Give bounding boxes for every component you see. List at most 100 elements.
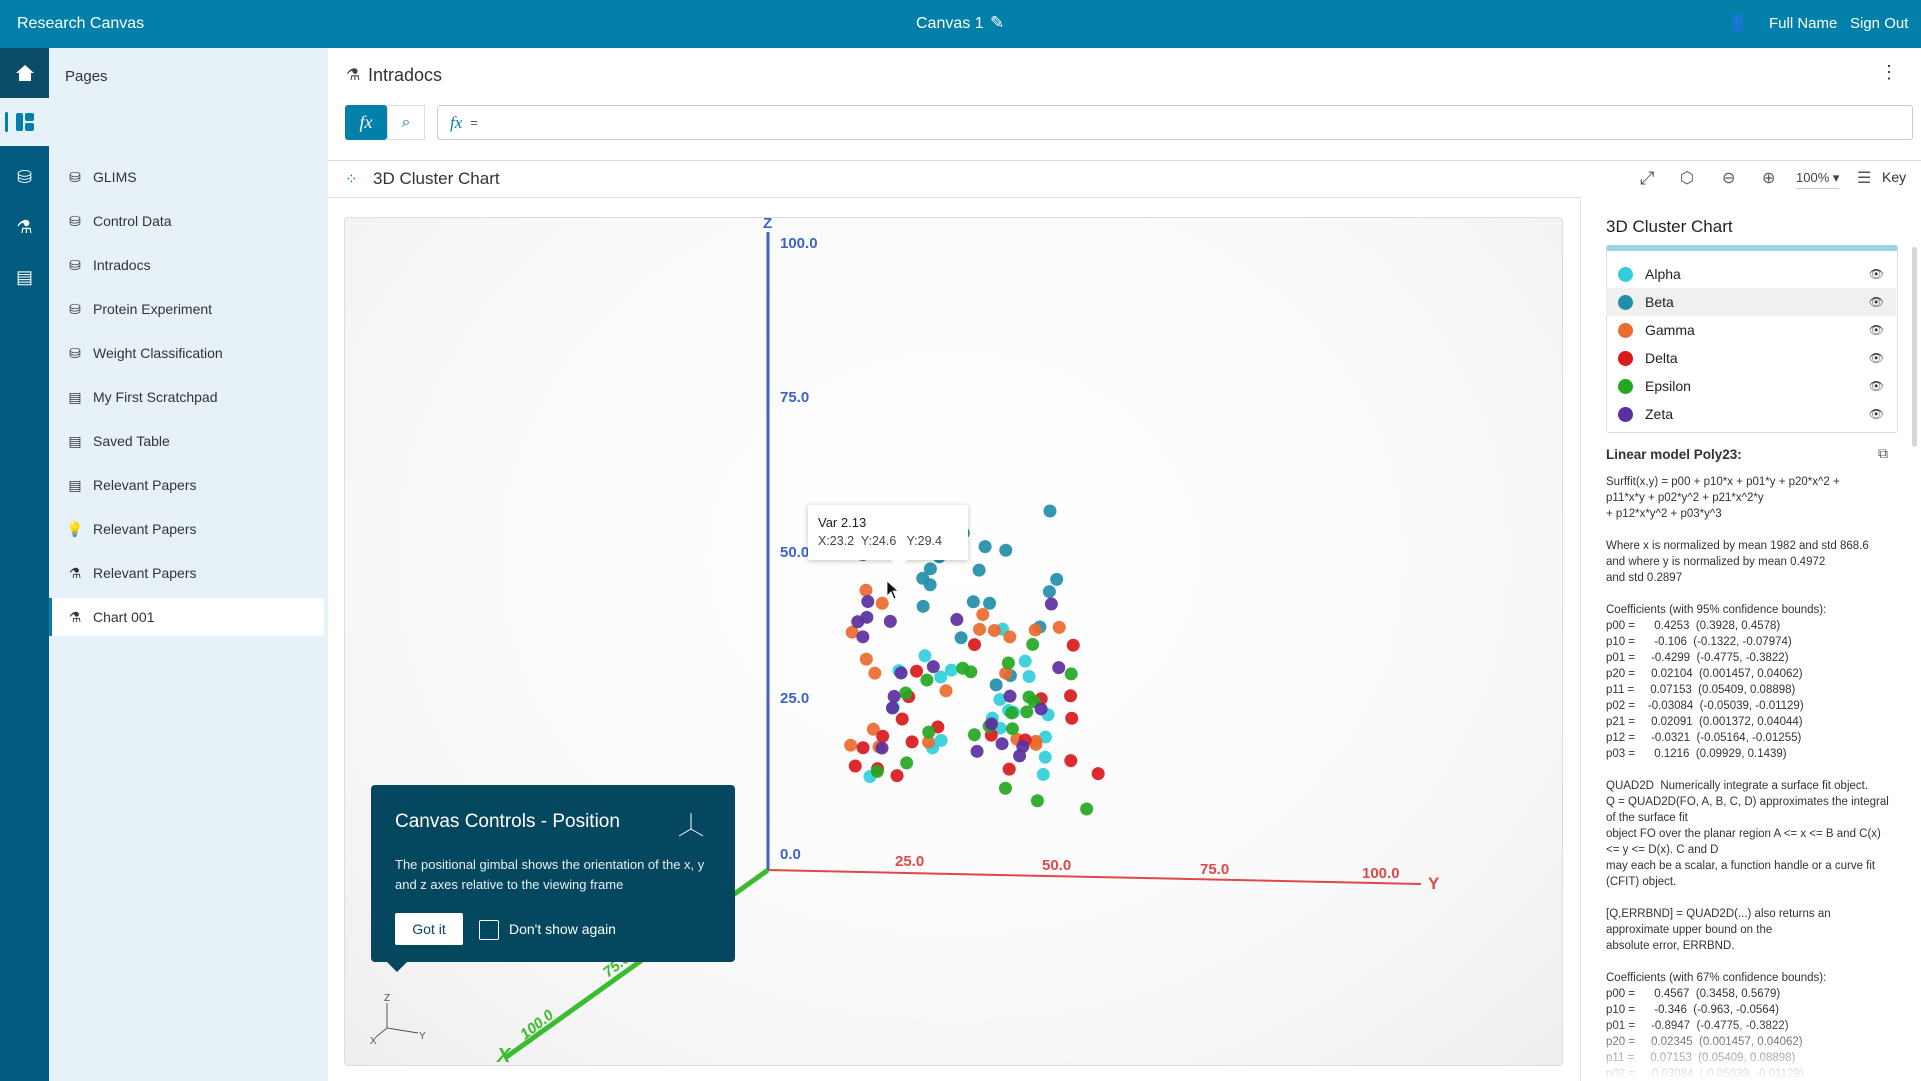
visibility-eye-icon[interactable]: 👁 — [1868, 407, 1884, 421]
data-point-gamma[interactable] — [875, 596, 889, 610]
data-point-beta[interactable] — [916, 599, 930, 613]
data-point-delta[interactable] — [1065, 711, 1079, 725]
data-point-gamma[interactable] — [999, 666, 1013, 680]
data-point-epsilon[interactable] — [998, 781, 1012, 795]
page-item[interactable]: ▤ Saved Table — [49, 422, 324, 460]
data-point-alpha[interactable] — [934, 670, 948, 684]
data-point-gamma[interactable] — [868, 666, 882, 680]
user-chat-icon[interactable]: 👤 — [1728, 15, 1748, 32]
expand-icon[interactable]: ⤢ — [1640, 168, 1655, 188]
data-point-epsilon[interactable] — [900, 756, 914, 770]
data-point-zeta[interactable] — [875, 741, 889, 755]
page-item[interactable]: ⛁ GLIMS — [49, 158, 324, 196]
data-point-delta[interactable] — [1064, 689, 1078, 703]
data-point-zeta[interactable] — [861, 595, 875, 609]
data-point-delta[interactable] — [890, 769, 904, 783]
dont-show-checkbox[interactable] — [479, 920, 499, 940]
data-point-zeta[interactable] — [1052, 661, 1066, 675]
user-name[interactable]: Full Name — [1769, 15, 1838, 32]
data-point-delta[interactable] — [1002, 762, 1016, 776]
position-gimbal[interactable] — [375, 1003, 419, 1038]
visibility-eye-icon[interactable]: 👁 — [1868, 379, 1884, 393]
data-point-zeta[interactable] — [1044, 597, 1058, 611]
add-data-icon[interactable]: ⛁ — [16, 166, 33, 187]
legend-item[interactable]: Delta 👁 — [1606, 344, 1896, 372]
canvas-name[interactable]: Canvas 1 — [916, 15, 984, 32]
got-it-button[interactable]: Got it — [395, 913, 463, 945]
data-point-gamma[interactable] — [976, 608, 990, 622]
scrollbar-thumb[interactable] — [1912, 247, 1917, 447]
data-point-alpha[interactable] — [934, 733, 948, 747]
data-point-gamma[interactable] — [973, 622, 987, 636]
page-item[interactable]: ⚗ Relevant Papers — [49, 554, 324, 592]
key-button[interactable]: Key — [1882, 169, 1907, 185]
data-point-delta[interactable] — [848, 759, 862, 773]
visibility-eye-icon[interactable]: 👁 — [1868, 351, 1884, 365]
legend-item[interactable]: Epsilon 👁 — [1606, 372, 1896, 400]
data-point-epsilon[interactable] — [956, 661, 970, 675]
data-point-epsilon[interactable] — [922, 725, 936, 739]
data-point-gamma[interactable] — [1028, 623, 1042, 637]
page-item[interactable]: 💡 Relevant Papers — [49, 510, 324, 548]
data-point-delta[interactable] — [1064, 754, 1078, 768]
page-item[interactable]: ⛁ Control Data — [49, 202, 324, 240]
data-point-epsilon[interactable] — [1005, 722, 1019, 736]
data-point-beta[interactable] — [923, 562, 937, 576]
page-item[interactable]: ▤ Relevant Papers — [49, 466, 324, 504]
data-point-zeta[interactable] — [856, 630, 870, 644]
data-point-alpha[interactable] — [1018, 654, 1032, 668]
data-point-gamma[interactable] — [987, 623, 1001, 637]
visibility-eye-icon[interactable]: 👁 — [1868, 295, 1884, 309]
legend-item[interactable]: Gamma 👁 — [1606, 316, 1896, 344]
visibility-eye-icon[interactable]: 👁 — [1868, 323, 1884, 337]
dont-show-label[interactable]: Don't show again — [509, 921, 616, 937]
data-point-beta[interactable] — [983, 596, 997, 610]
data-point-gamma[interactable] — [939, 684, 953, 698]
data-point-delta[interactable] — [1066, 638, 1080, 652]
data-point-gamma[interactable] — [1029, 737, 1043, 751]
data-point-alpha[interactable] — [1036, 767, 1050, 781]
data-point-beta[interactable] — [916, 571, 930, 585]
open-external-icon[interactable]: ⧉ — [1878, 445, 1888, 461]
edit-pencil-icon[interactable]: ✎ — [990, 13, 1005, 32]
data-point-delta[interactable] — [856, 741, 870, 755]
zoom-in-icon[interactable]: ⊕ — [1762, 170, 1776, 187]
data-point-zeta[interactable] — [950, 613, 964, 627]
page-item[interactable]: ⛁ Weight Classification — [49, 334, 324, 372]
data-point-epsilon[interactable] — [899, 686, 913, 700]
data-point-zeta[interactable] — [887, 689, 901, 703]
data-point-gamma[interactable] — [1052, 620, 1066, 634]
data-point-epsilon[interactable] — [920, 673, 934, 687]
page-item[interactable]: ⚗ Chart 001 — [49, 598, 324, 636]
pages-icon[interactable] — [0, 98, 49, 146]
data-point-epsilon[interactable] — [967, 728, 981, 742]
data-point-epsilon[interactable] — [870, 764, 884, 778]
data-point-zeta[interactable] — [1034, 702, 1048, 716]
add-notebook-icon[interactable]: ▤ — [15, 266, 33, 287]
visibility-eye-icon[interactable]: 👁 — [1868, 267, 1884, 281]
data-point-beta[interactable] — [999, 543, 1013, 557]
data-point-alpha[interactable] — [918, 649, 932, 663]
data-point-gamma[interactable] — [845, 625, 859, 639]
sign-out-link[interactable]: Sign Out — [1850, 15, 1909, 32]
data-point-delta[interactable] — [895, 712, 909, 726]
data-point-gamma[interactable] — [859, 652, 873, 666]
page-item[interactable]: ⛁ Protein Experiment — [49, 290, 324, 328]
data-point-zeta[interactable] — [1003, 689, 1017, 703]
data-point-zeta[interactable] — [1013, 749, 1027, 763]
data-point-beta[interactable] — [972, 563, 986, 577]
legend-item[interactable]: Beta 👁 — [1606, 288, 1896, 316]
more-menu-icon[interactable]: ⋮ — [1880, 62, 1898, 82]
data-point-zeta[interactable] — [926, 660, 940, 674]
data-point-delta[interactable] — [1091, 767, 1105, 781]
data-point-alpha[interactable] — [993, 693, 1007, 707]
data-point-epsilon[interactable] — [1064, 667, 1078, 681]
data-point-beta[interactable] — [1050, 572, 1064, 586]
data-point-gamma[interactable] — [859, 583, 873, 597]
data-point-beta[interactable] — [978, 540, 992, 554]
data-point-epsilon[interactable] — [1026, 637, 1040, 651]
data-point-beta[interactable] — [989, 678, 1003, 692]
data-point-beta[interactable] — [1042, 585, 1056, 599]
data-point-gamma[interactable] — [844, 738, 858, 752]
zoom-out-icon[interactable]: ⊖ — [1722, 170, 1736, 187]
